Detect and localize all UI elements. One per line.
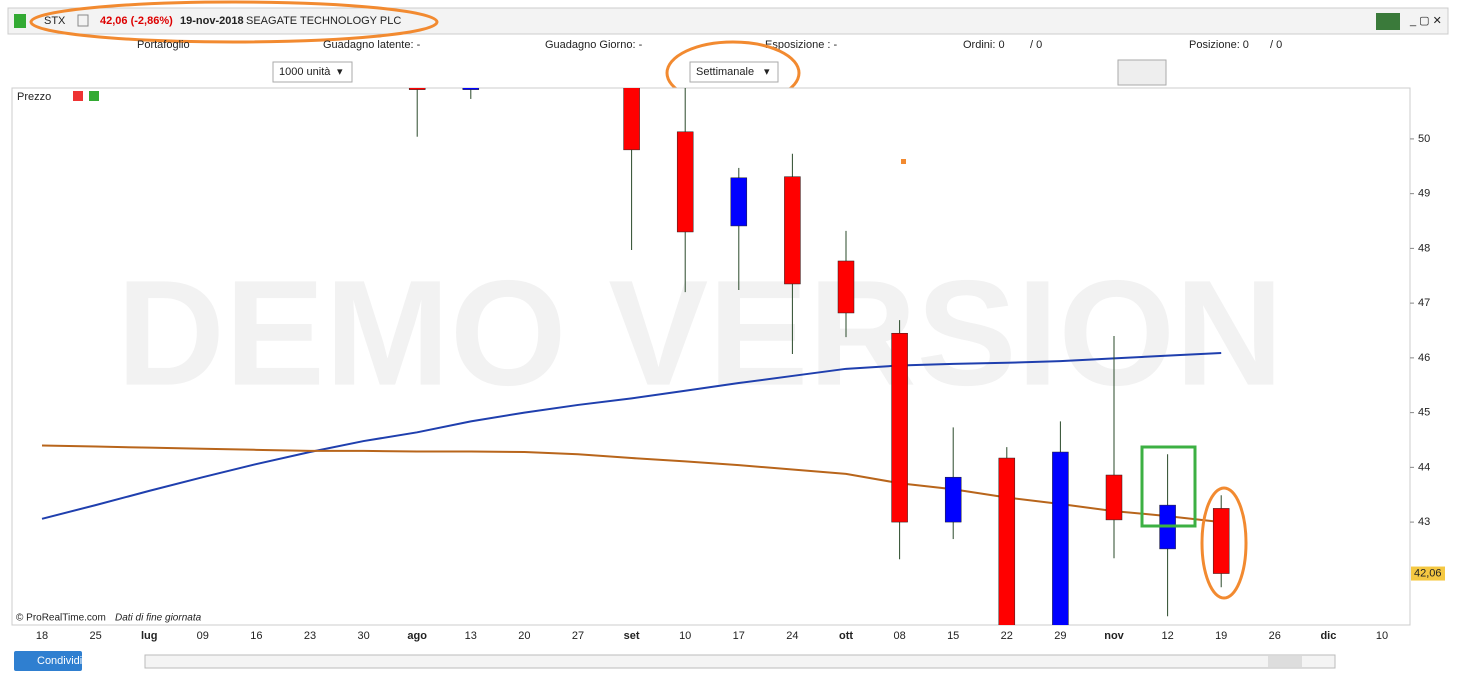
scrollbar[interactable] bbox=[144, 654, 1336, 669]
info-icon[interactable] bbox=[77, 14, 89, 27]
orders: Ordini: 0 bbox=[963, 39, 1005, 51]
exposure: Esposizione : - bbox=[765, 39, 837, 51]
period-dropdown[interactable] bbox=[689, 61, 779, 83]
x-tick-label: 29 bbox=[1054, 630, 1066, 642]
y-tick-label: 48 bbox=[1418, 242, 1430, 254]
position: Posizione: 0 bbox=[1189, 39, 1249, 51]
minimize[interactable]: _ ▢ ✕ bbox=[1409, 15, 1442, 27]
x-tick-label: 09 bbox=[197, 630, 209, 642]
candle-body bbox=[837, 260, 855, 314]
candle-body bbox=[676, 131, 694, 233]
x-tick-label: dic bbox=[1320, 630, 1336, 642]
x-tick-label: 17 bbox=[733, 630, 745, 642]
y-tick-label: 46 bbox=[1418, 352, 1430, 364]
share-label: Condividi bbox=[37, 655, 82, 667]
x-tick-label: 24 bbox=[786, 630, 798, 642]
candle-body bbox=[1212, 508, 1230, 574]
candle-body bbox=[891, 332, 908, 523]
add-icon[interactable] bbox=[89, 91, 99, 101]
x-tick-label: 13 bbox=[465, 630, 477, 642]
x-tick-label: 26 bbox=[1269, 630, 1281, 642]
candle-body bbox=[462, 88, 480, 90]
candle-body bbox=[408, 88, 426, 90]
x-tick-label: lug bbox=[141, 630, 158, 642]
title-bar bbox=[7, 7, 1449, 35]
symbol: STX bbox=[44, 15, 66, 27]
price-change: 42,06 (-2,86%) bbox=[100, 15, 173, 27]
units-value: 1000 unità bbox=[279, 66, 331, 78]
annotation-ellipse bbox=[1200, 486, 1248, 600]
x-tick-label: 27 bbox=[572, 630, 584, 642]
candle-body bbox=[1052, 451, 1069, 625]
app-icon bbox=[14, 14, 26, 28]
orders-pending: / 0 bbox=[1030, 39, 1042, 51]
x-tick-label: set bbox=[624, 630, 640, 642]
date: 19-nov-2018 bbox=[180, 15, 244, 27]
candle-body bbox=[784, 176, 801, 285]
last-price-tag bbox=[1411, 566, 1445, 581]
x-tick-label: ago bbox=[407, 630, 427, 642]
x-tick-label: 25 bbox=[89, 630, 101, 642]
x-tick-label: 22 bbox=[1001, 630, 1013, 642]
x-tick-label: 16 bbox=[250, 630, 262, 642]
scroll-thumb[interactable] bbox=[1268, 656, 1302, 667]
x-tick-label: nov bbox=[1104, 630, 1124, 642]
x-tick-label: 30 bbox=[357, 630, 369, 642]
candles bbox=[41, 88, 1230, 625]
candle-body bbox=[998, 457, 1016, 625]
dropdown-arrow: ▾ bbox=[337, 66, 343, 78]
portfolio: Portafoglio bbox=[137, 39, 190, 51]
candle-body bbox=[730, 177, 748, 227]
company-name: SEAGATE TECHNOLOGY PLC bbox=[246, 15, 401, 27]
annotation-ellipse bbox=[29, 0, 439, 44]
candle-body bbox=[623, 88, 640, 151]
x-tick-label: 08 bbox=[893, 630, 905, 642]
unrealized: Guadagno latente: - bbox=[323, 39, 421, 51]
x-tick-label: 23 bbox=[304, 630, 316, 642]
keyboard-button[interactable] bbox=[1376, 13, 1400, 30]
indicator-button[interactable] bbox=[1117, 59, 1167, 86]
moving-average bbox=[41, 444, 1222, 524]
plot-area bbox=[11, 87, 1411, 626]
watermark: DEMO VERSION bbox=[117, 249, 1284, 417]
x-tick-label: 19 bbox=[1215, 630, 1227, 642]
share-button[interactable] bbox=[14, 651, 82, 671]
last-price-label: 42,06 bbox=[1414, 567, 1442, 579]
y-tick-label: 50 bbox=[1418, 133, 1430, 145]
x-tick-label: 10 bbox=[679, 630, 691, 642]
x-tick-label: 10 bbox=[1376, 630, 1388, 642]
x-tick-label: ott bbox=[839, 630, 853, 642]
remove-icon[interactable] bbox=[73, 91, 83, 101]
position-pending: / 0 bbox=[1270, 39, 1282, 51]
x-tick-label: 18 bbox=[36, 630, 48, 642]
annotation-rect bbox=[1140, 445, 1197, 528]
y-tick-label: 43 bbox=[1418, 516, 1430, 528]
daily-gain: Guadagno Giorno: - bbox=[545, 39, 643, 51]
marker bbox=[901, 159, 906, 164]
dropdown-arrow: ▾ bbox=[764, 66, 770, 78]
candle-body bbox=[1105, 474, 1123, 521]
y-tick-label: 45 bbox=[1418, 407, 1430, 419]
moving-average bbox=[41, 351, 1222, 520]
data-note: Dati di fine giornata bbox=[115, 613, 202, 624]
units-dropdown[interactable] bbox=[272, 61, 353, 83]
price-label: Prezzo bbox=[17, 91, 51, 103]
y-tick-label: 44 bbox=[1418, 461, 1430, 473]
copyright: © ProRealTime.com bbox=[16, 613, 106, 624]
candle-body bbox=[944, 476, 962, 523]
x-tick-label: 12 bbox=[1161, 630, 1173, 642]
y-tick-label: 49 bbox=[1418, 188, 1430, 200]
x-tick-label: 15 bbox=[947, 630, 959, 642]
y-tick-label: 47 bbox=[1418, 297, 1430, 309]
period-value: Settimanale bbox=[696, 66, 754, 78]
x-tick-label: 20 bbox=[518, 630, 530, 642]
